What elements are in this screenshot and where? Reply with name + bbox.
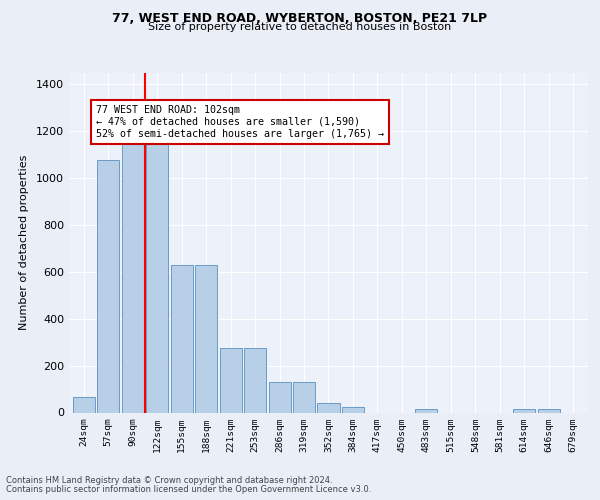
Bar	[97, 160, 119, 412]
Bar	[317, 403, 340, 412]
Bar	[170, 265, 193, 412]
Text: 77, WEST END ROAD, WYBERTON, BOSTON, PE21 7LP: 77, WEST END ROAD, WYBERTON, BOSTON, PE2…	[112, 12, 488, 26]
Text: Contains public sector information licensed under the Open Government Licence v3: Contains public sector information licen…	[6, 485, 371, 494]
Text: Size of property relative to detached houses in Boston: Size of property relative to detached ho…	[148, 22, 452, 32]
Y-axis label: Number of detached properties: Number of detached properties	[19, 155, 29, 330]
Bar	[538, 409, 560, 412]
Bar	[73, 398, 95, 412]
Bar	[269, 382, 290, 412]
Bar	[146, 140, 168, 412]
Bar	[220, 348, 242, 412]
Bar	[122, 140, 143, 412]
Text: 77 WEST END ROAD: 102sqm
← 47% of detached houses are smaller (1,590)
52% of sem: 77 WEST END ROAD: 102sqm ← 47% of detach…	[96, 106, 384, 138]
Bar	[415, 409, 437, 412]
Bar	[514, 409, 535, 412]
Bar	[195, 265, 217, 412]
Bar	[293, 382, 315, 412]
Bar	[244, 348, 266, 412]
Bar	[342, 406, 364, 412]
Text: Contains HM Land Registry data © Crown copyright and database right 2024.: Contains HM Land Registry data © Crown c…	[6, 476, 332, 485]
